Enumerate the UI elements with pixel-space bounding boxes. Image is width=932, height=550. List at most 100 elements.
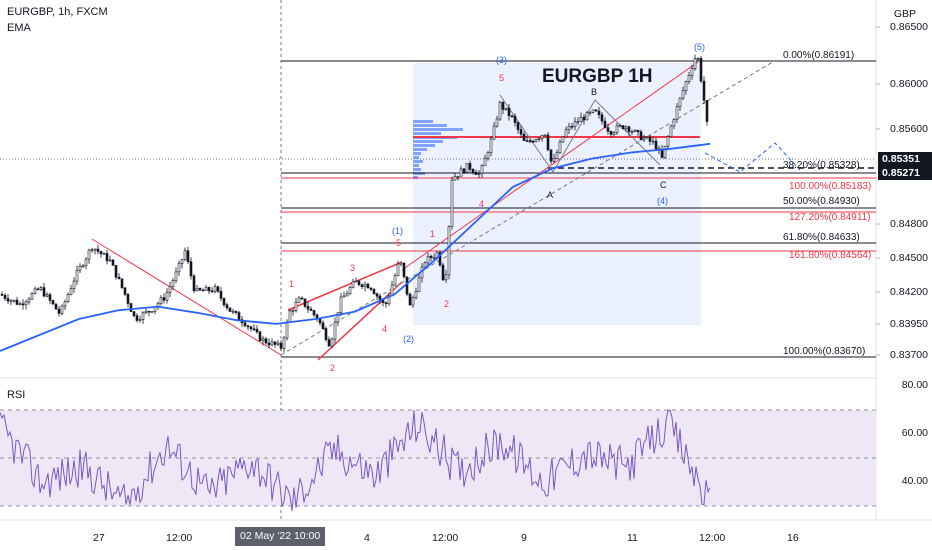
candle-body (384, 302, 388, 305)
candle-body (345, 293, 349, 297)
candle-body (135, 315, 139, 321)
candle-body (705, 100, 709, 122)
candle-body (255, 328, 259, 333)
candle-body (486, 152, 490, 159)
candle-body (123, 287, 127, 295)
candle-body (291, 309, 295, 312)
candle-body (555, 152, 559, 159)
candle-body (450, 179, 454, 227)
candle-body (0, 293, 4, 296)
candle-body (393, 275, 397, 286)
candle-body (48, 294, 52, 301)
candle-body (348, 287, 352, 295)
candle-body (468, 163, 472, 170)
candle-body (621, 125, 625, 130)
candle-body (672, 119, 676, 127)
candle-body (513, 115, 517, 123)
price-label: 0.86500 (890, 21, 928, 33)
candle-body (498, 102, 502, 120)
candle-body (432, 256, 436, 259)
candle-body (543, 134, 547, 137)
chart-title[interactable]: EURGBP 1H (542, 66, 653, 87)
candle-body (684, 81, 688, 91)
candle-body (519, 129, 523, 135)
candle-body (357, 280, 361, 285)
candle-body (294, 302, 298, 311)
minor-wave-2: 2 (330, 363, 336, 373)
candle-body (669, 125, 673, 137)
candle-body (111, 259, 115, 266)
candle-body (72, 280, 76, 289)
candle-body (702, 80, 706, 101)
candle-body (57, 308, 61, 314)
candle-body (510, 115, 514, 118)
indicator-label-ema[interactable]: EMA (7, 22, 31, 34)
candle-body (24, 301, 28, 306)
candle-body (243, 322, 247, 327)
candle-body (195, 287, 199, 292)
candle-body (228, 307, 232, 312)
candle-body (660, 149, 664, 158)
candle-body (666, 136, 670, 147)
price-label: 0.83700 (890, 349, 928, 361)
candle-body (285, 321, 289, 339)
time-label: 12:00 (432, 532, 459, 544)
candle-body (354, 280, 358, 283)
candle-body (444, 274, 448, 281)
candle-body (30, 293, 34, 300)
candle-body (369, 287, 373, 290)
candle-body (342, 295, 346, 298)
candle-body (261, 338, 265, 342)
candle-body (27, 298, 31, 303)
candle-body (459, 168, 463, 177)
wave-label-5: (5) (694, 42, 705, 52)
candle-body (606, 127, 610, 132)
candle-body (93, 248, 97, 251)
candle-body (126, 294, 130, 304)
time-label: 27 (93, 532, 105, 544)
indicator-label-rsi[interactable]: RSI (7, 389, 26, 401)
candle-body (300, 297, 304, 300)
candle-body (234, 310, 238, 313)
candle-body (330, 338, 334, 347)
symbol-title[interactable]: EURGBP, 1h, FXCM (7, 6, 108, 18)
candle-body (633, 129, 637, 132)
candle-body (540, 135, 544, 139)
candle-body (561, 136, 565, 143)
abc-pattern (499, 94, 661, 173)
rsi-axis-label: 80.00 (901, 379, 928, 391)
candle-body (258, 331, 262, 342)
price-label: 0.84800 (890, 218, 928, 230)
candle-body (54, 303, 58, 310)
fib-label-618: 61.80%(0.84633) (783, 232, 860, 243)
volume-profile-bar (413, 128, 463, 131)
candle-body (45, 294, 49, 297)
time-label: 16 (787, 532, 799, 544)
candle-body (522, 133, 526, 141)
fib-label-50: 50.00%(0.84930) (783, 196, 860, 207)
candle-body (366, 283, 370, 289)
candle-body (312, 310, 316, 316)
candle-body (534, 139, 538, 143)
candle-body (252, 328, 256, 331)
volume-profile-bar (413, 152, 421, 155)
candle-body (612, 132, 616, 135)
candle-body (108, 259, 112, 262)
candle-body (579, 116, 583, 122)
candle-body (138, 319, 142, 321)
candle-body (651, 140, 655, 143)
uptrend-red-line (401, 61, 699, 271)
minor-wave-4: 4 (382, 324, 388, 334)
candle-body (363, 283, 367, 287)
candle-body (192, 275, 196, 292)
candle-body (507, 107, 511, 117)
label-c: C (660, 180, 667, 190)
currency-label: GBP (893, 8, 916, 20)
candle-body (618, 125, 622, 127)
candle-body (372, 289, 376, 295)
candle-body (15, 299, 19, 305)
minor-wave-q5: 5 (499, 73, 505, 83)
candle-body (18, 303, 22, 306)
candle-body (477, 173, 481, 175)
